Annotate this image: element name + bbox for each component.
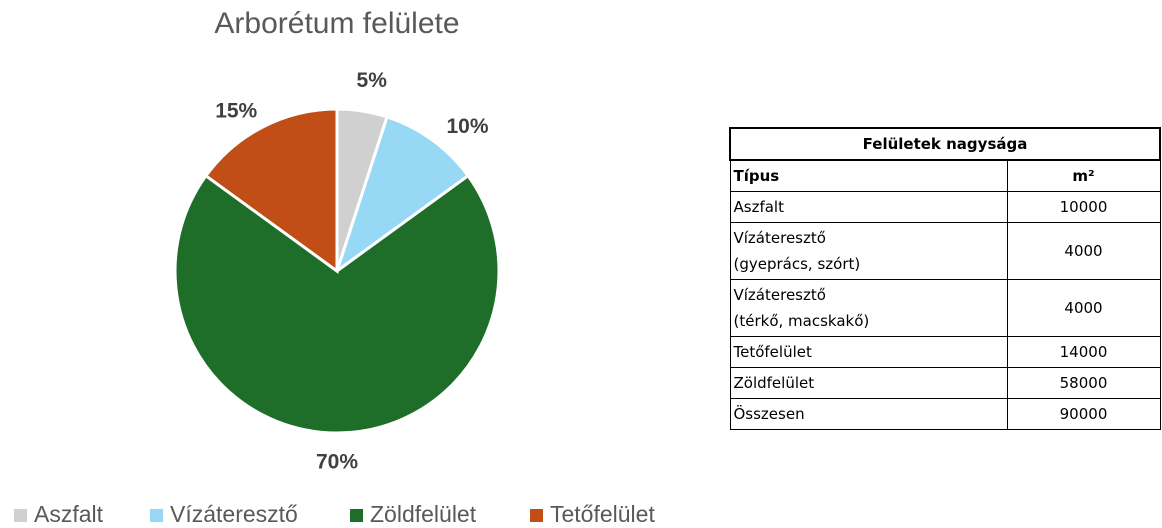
legend-label: Tetőfelület: [550, 501, 655, 527]
table-cell: 90000: [1006, 398, 1161, 430]
data-label: 70%: [316, 451, 358, 474]
table-row: Tetőfelület 14000: [729, 336, 1161, 368]
table-cell: Zöldfelület: [729, 367, 1008, 399]
table-row: Vízáteresztő (gyeprács, szórt) 4000: [729, 222, 1161, 280]
data-label: 15%: [215, 99, 257, 122]
table-row: Vízáteresztő (térkő, macskakő) 4000: [729, 279, 1161, 337]
table-cell: 58000: [1006, 367, 1161, 399]
pie-slice: [173, 173, 501, 435]
table-title-row: Felületek nagysága: [729, 127, 1161, 161]
legend-label: Zöldfelület: [370, 501, 477, 527]
table-cell: Típus: [729, 159, 1008, 192]
cell-line: Vízáteresztő: [733, 229, 826, 247]
legend-label: Vízáteresztő: [170, 501, 298, 527]
legend-swatch: [350, 509, 363, 522]
legend-swatch: [14, 509, 27, 522]
table-cell: Vízáteresztő (gyeprács, szórt): [729, 222, 1008, 280]
table-cell: 4000: [1006, 222, 1161, 280]
table-cell: 14000: [1006, 336, 1161, 368]
table-cell: 10000: [1006, 191, 1161, 223]
table-row: Aszfalt 10000: [729, 191, 1161, 223]
cell-line: (térkő, macskakő): [733, 312, 870, 330]
cell-line: Vízáteresztő: [733, 286, 826, 304]
legend-swatch: [150, 509, 163, 522]
pie-slice: [334, 115, 471, 275]
cell-line: (gyeprács, szórt): [733, 255, 861, 273]
legend-label: Aszfalt: [34, 501, 104, 527]
pie-slice: [203, 107, 339, 274]
table-cell: Vízáteresztő (térkő, macskakő): [729, 279, 1008, 337]
legend-swatch: [530, 509, 543, 522]
table-header-row: Típus m²: [729, 159, 1161, 192]
data-label: 10%: [446, 115, 488, 138]
table-row: Zöldfelület 58000: [729, 367, 1161, 399]
chart-title: Arborétum felülete: [214, 7, 459, 40]
table-cell: Felületek nagysága: [729, 127, 1161, 161]
area-table: Felületek nagysága Típus m² Aszfalt 10000 Víz…: [729, 127, 1161, 430]
table-cell: Tetőfelület: [729, 336, 1008, 368]
data-label: 5%: [357, 69, 388, 92]
chart: Arborétum felülete 5% 10% 70% 15% Aszfalt Víz…: [14, 7, 655, 527]
table-cell: Összesen: [729, 398, 1008, 430]
table-row: Összesen 90000: [729, 398, 1161, 430]
table-cell: m²: [1006, 159, 1161, 192]
table-cell: 4000: [1006, 279, 1161, 337]
table-cell: Aszfalt: [729, 191, 1008, 223]
